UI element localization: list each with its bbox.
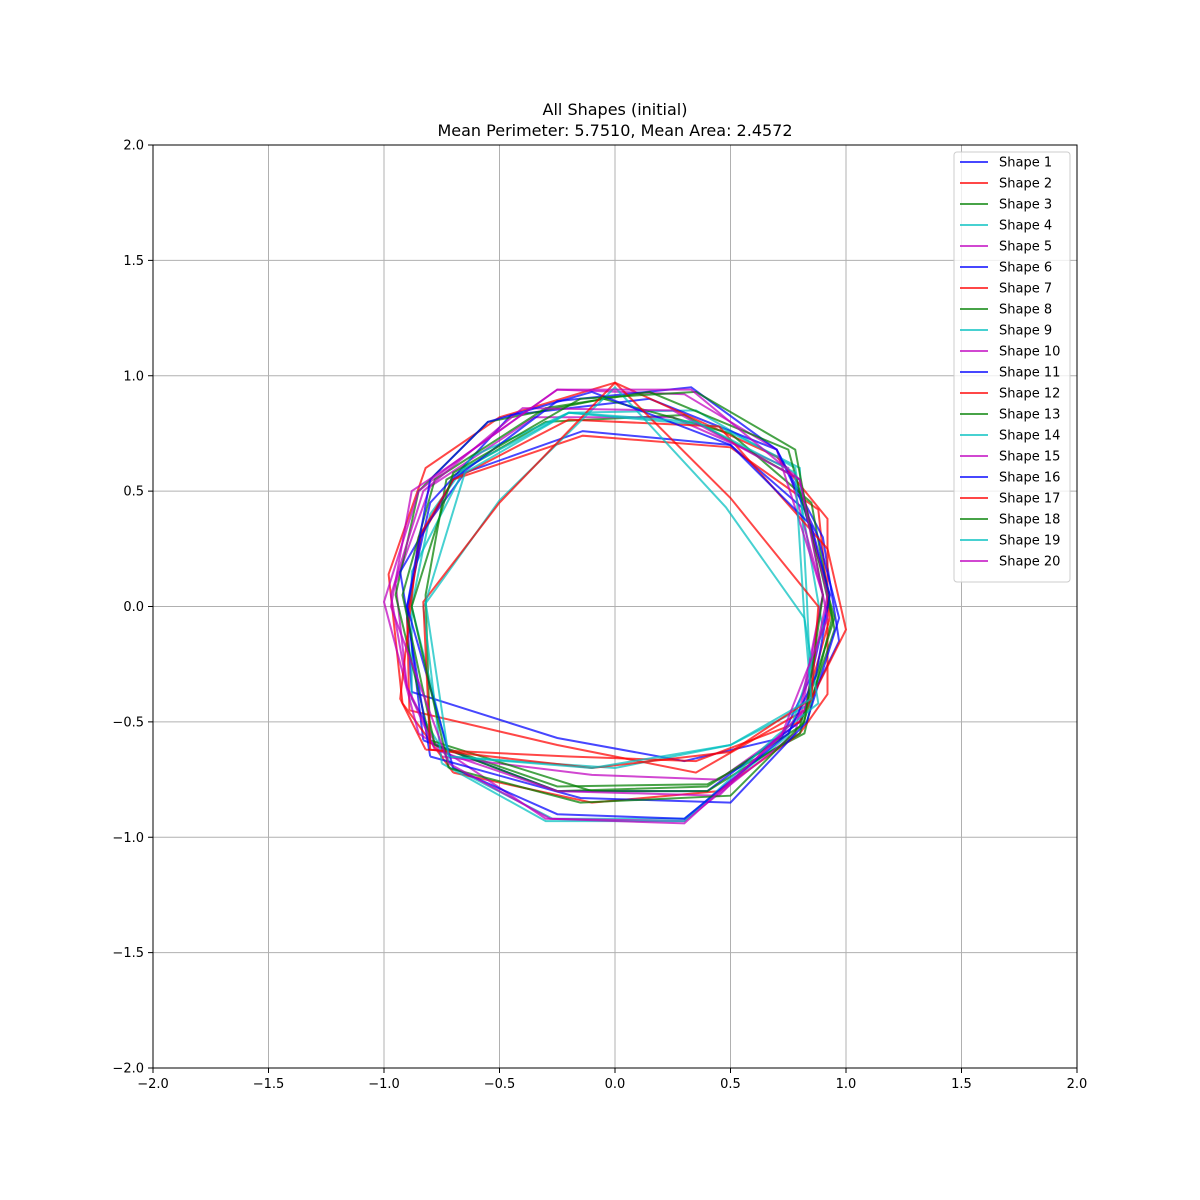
y-tick-label: 0.5 bbox=[123, 485, 144, 500]
grid-layer bbox=[152, 144, 1078, 1069]
x-tick-label: 2.0 bbox=[1067, 1077, 1088, 1092]
x-tick-label: 1.0 bbox=[836, 1077, 857, 1092]
legend-entry: Shape 12 bbox=[999, 387, 1060, 402]
legend-entry: Shape 4 bbox=[999, 219, 1052, 234]
x-tick-label: −0.5 bbox=[484, 1077, 516, 1092]
legend-entry: Shape 13 bbox=[999, 408, 1060, 423]
legend-entry: Shape 10 bbox=[999, 345, 1060, 360]
legend-entry: Shape 14 bbox=[999, 429, 1060, 444]
legend-entry: Shape 15 bbox=[999, 450, 1060, 465]
legend-entry: Shape 7 bbox=[999, 282, 1052, 297]
legend-entry: Shape 20 bbox=[999, 555, 1060, 570]
series-line-shape-17 bbox=[422, 381, 820, 770]
y-tick-label: 2.0 bbox=[123, 139, 144, 154]
chart-subtitle: Mean Perimeter: 5.7510, Mean Area: 2.457… bbox=[437, 121, 792, 140]
y-tick-label: 1.5 bbox=[123, 254, 144, 269]
series-line-shape-18 bbox=[410, 390, 824, 804]
y-tick-label: 0.0 bbox=[123, 600, 144, 615]
x-tick-label: −1.5 bbox=[253, 1077, 285, 1092]
y-tick-label: −0.5 bbox=[112, 715, 144, 730]
series-line-shape-7 bbox=[387, 381, 829, 804]
series-line-shape-3 bbox=[424, 413, 834, 788]
y-tick-label: −1.5 bbox=[112, 946, 144, 961]
legend-entry: Shape 19 bbox=[999, 534, 1060, 549]
legend-entry: Shape 11 bbox=[999, 366, 1060, 381]
legend-entry: Shape 16 bbox=[999, 471, 1060, 486]
x-tick-label: −2.0 bbox=[137, 1077, 169, 1092]
y-tick-label: 1.0 bbox=[123, 369, 144, 384]
legend-entry: Shape 17 bbox=[999, 492, 1060, 507]
x-tick-label: −1.0 bbox=[368, 1077, 400, 1092]
y-tick-label: −2.0 bbox=[112, 1062, 144, 1077]
legend-entry: Shape 5 bbox=[999, 240, 1052, 255]
legend: Shape 1 Shape 2 Shape 3 Shape 4 Shape 5 Shape… bbox=[953, 151, 1071, 583]
legend-entry: Shape 3 bbox=[999, 198, 1052, 213]
legend-entry: Shape 6 bbox=[999, 261, 1052, 276]
series-line-shape-20 bbox=[389, 388, 829, 825]
x-tick-label: 0.5 bbox=[720, 1077, 741, 1092]
x-tick-label: 1.5 bbox=[951, 1077, 972, 1092]
legend-entry: Shape 8 bbox=[999, 303, 1052, 318]
legend-entry: Shape 1 bbox=[999, 156, 1052, 171]
tick-layer: −2.0 −1.5 −1.0 −0.5 0.0 0.5 1.0 1.5 2.0 −2.0 −1.5 −… bbox=[112, 139, 1087, 1093]
y-tick-label: −1.0 bbox=[112, 831, 144, 846]
legend-entry: Shape 18 bbox=[999, 513, 1060, 528]
series-line-shape-15 bbox=[389, 407, 829, 797]
x-tick-label: 0.0 bbox=[605, 1077, 626, 1092]
series-line-shape-8 bbox=[394, 397, 836, 793]
plot-area bbox=[382, 381, 848, 825]
legend-entry: Shape 2 bbox=[999, 177, 1052, 192]
chart-title: All Shapes (initial) bbox=[543, 100, 688, 119]
legend-box bbox=[953, 151, 1071, 583]
legend-entry: Shape 9 bbox=[999, 324, 1052, 339]
series-line-shape-19 bbox=[424, 411, 813, 770]
